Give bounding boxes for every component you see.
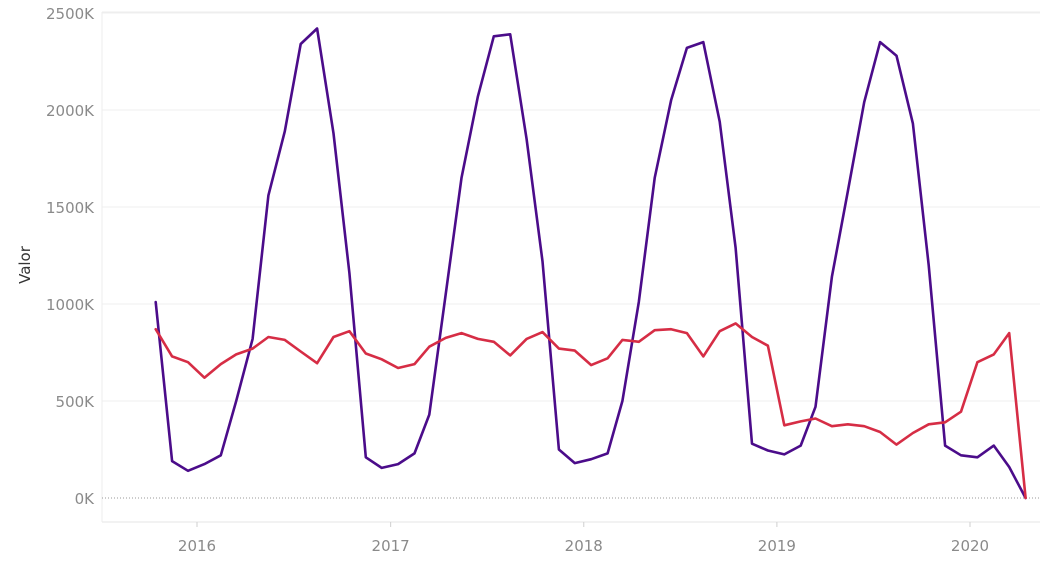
x-tick-label: 2017 bbox=[372, 537, 410, 555]
series-line-2 bbox=[154, 322, 1027, 500]
series-lines bbox=[154, 27, 1027, 500]
series-line-1 bbox=[154, 27, 1027, 500]
x-tick-label: 2019 bbox=[758, 537, 796, 555]
y-tick-label: 2500K bbox=[46, 5, 95, 23]
x-tick-label: 2020 bbox=[951, 537, 989, 555]
axes: Valor 0K 500K 1000K 1500K 2000K 2500K 2016 2017… bbox=[16, 5, 989, 555]
gridlines bbox=[101, 11, 1040, 527]
y-tick-label: 500K bbox=[56, 393, 96, 411]
y-tick-label: 1500K bbox=[46, 199, 95, 217]
x-tick-label: 2018 bbox=[565, 537, 603, 555]
y-tick-label: 0K bbox=[75, 490, 96, 508]
x-tick-label: 2016 bbox=[178, 537, 216, 555]
y-tick-label: 2000K bbox=[46, 102, 95, 120]
y-tick-label: 1000K bbox=[46, 296, 95, 314]
y-axis-title: Valor bbox=[16, 245, 34, 284]
